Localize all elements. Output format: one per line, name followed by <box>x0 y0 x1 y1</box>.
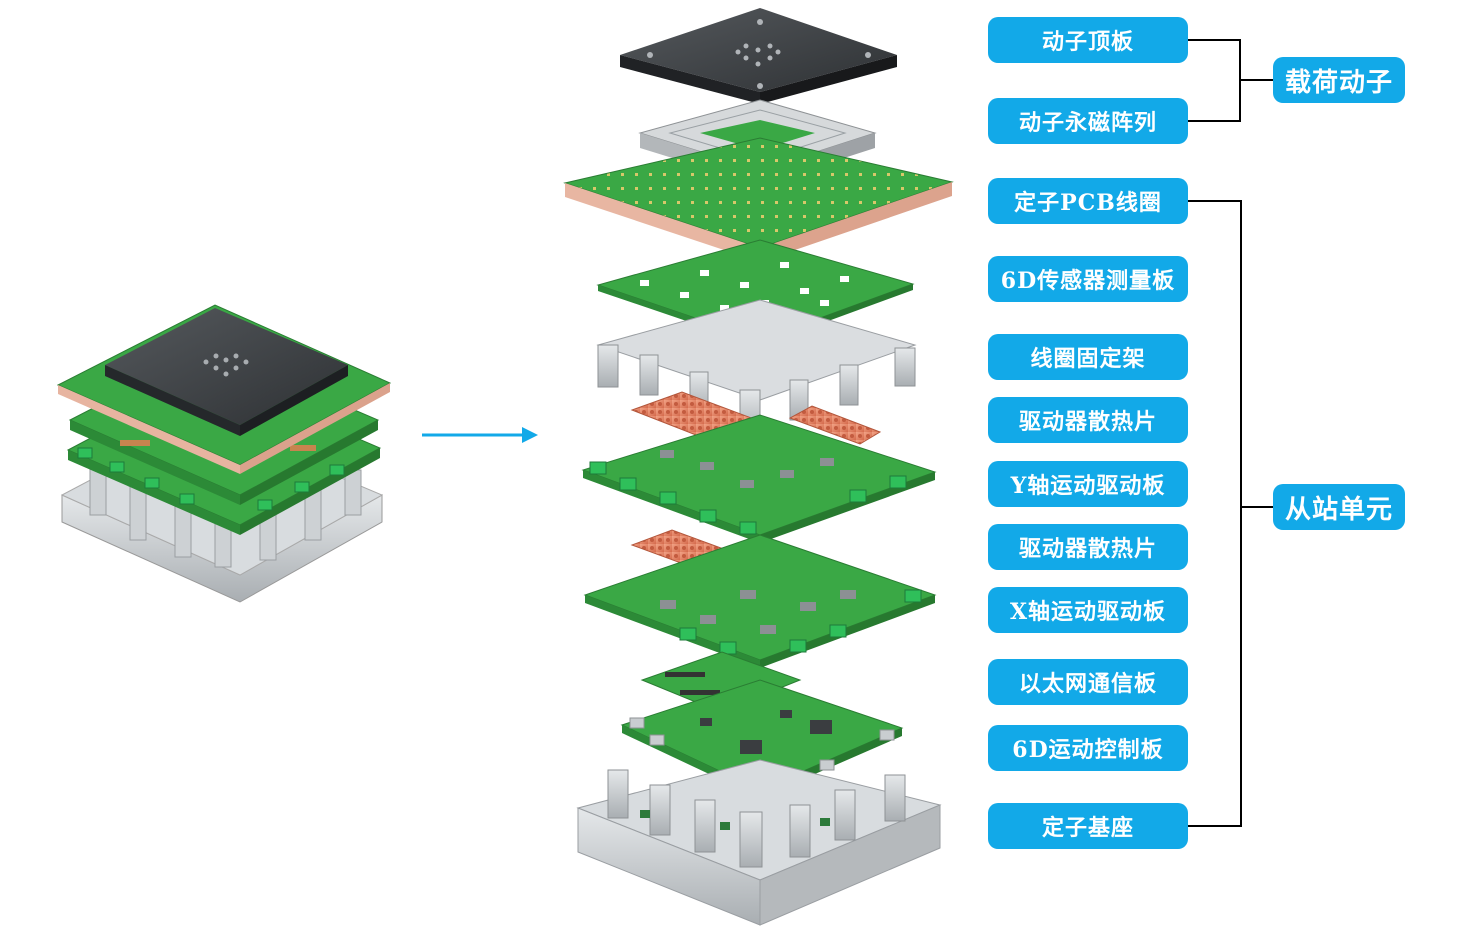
mover-top-plate <box>620 8 897 104</box>
x-drive-board <box>583 534 937 668</box>
group-brackets <box>1188 39 1273 827</box>
group-label-mover: 载荷动子 <box>1273 57 1405 103</box>
label-ethernet-board: 以太网通信板 <box>988 659 1188 705</box>
bracket-slave <box>1188 200 1242 827</box>
label-y-drive-board: Y轴运动驱动板 <box>988 461 1188 507</box>
exploded-view <box>563 8 954 926</box>
label-stator-pcb-coil: 定子PCB线圈 <box>988 178 1188 224</box>
y-drive-board <box>581 414 937 543</box>
assembled-unit <box>56 304 392 603</box>
label-coil-frame: 线圈固定架 <box>988 334 1188 380</box>
label-x-drive-board: X轴运动驱动板 <box>988 587 1188 633</box>
coil-fixing-frame <box>596 299 917 436</box>
label-control-board: 6D运动控制板 <box>988 725 1188 771</box>
assembled-top-plate <box>105 308 348 425</box>
label-stator-base: 定子基座 <box>988 803 1188 849</box>
label-heatsink-upper: 驱动器散热片 <box>988 397 1188 443</box>
stator-pcb-coil <box>563 137 954 262</box>
label-sensor-board: 6D传感器测量板 <box>988 256 1188 302</box>
label-magnet-array: 动子永磁阵列 <box>988 98 1188 144</box>
label-mover-top-plate: 动子顶板 <box>988 17 1188 63</box>
stator-base <box>576 759 942 926</box>
group-label-slave: 从站单元 <box>1273 484 1405 530</box>
arrow-right <box>422 427 538 443</box>
label-heatsink-lower: 驱动器散热片 <box>988 524 1188 570</box>
bracket-mover <box>1188 39 1241 122</box>
